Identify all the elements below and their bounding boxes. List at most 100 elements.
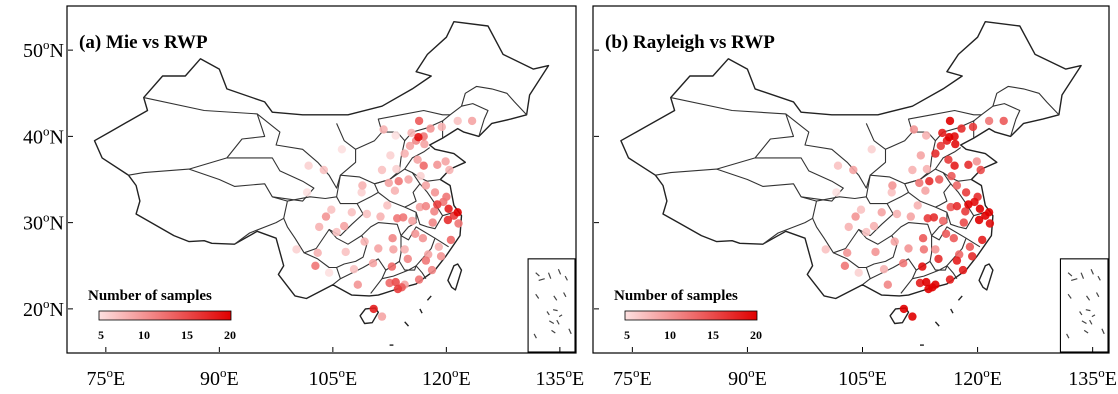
station-marker xyxy=(964,160,973,169)
station-marker xyxy=(358,181,367,190)
station-marker xyxy=(391,277,400,287)
station-marker xyxy=(292,245,301,254)
station-marker xyxy=(849,165,858,175)
y-tick-label: 20oN xyxy=(23,296,64,321)
inset-island-mark xyxy=(553,295,558,301)
station-marker xyxy=(961,207,970,216)
station-marker xyxy=(403,254,412,264)
x-tick-label: 135oE xyxy=(1068,365,1117,390)
province-border xyxy=(655,97,795,176)
station-marker xyxy=(877,208,886,217)
station-marker xyxy=(931,245,940,254)
station-marker xyxy=(871,247,880,257)
inset-island-mark xyxy=(1095,292,1100,298)
colorbar: Number of samples 5 10 15 20 xyxy=(88,288,236,342)
y-tick-label: 50oN xyxy=(23,37,64,62)
station-marker xyxy=(924,284,933,294)
province-border xyxy=(411,172,441,182)
station-marker xyxy=(906,212,915,221)
station-marker xyxy=(341,247,350,257)
colorbar-tick: 5 xyxy=(98,328,104,342)
station-marker xyxy=(965,242,975,251)
station-marker xyxy=(908,312,917,321)
station-marker xyxy=(985,219,995,228)
hainan-island xyxy=(359,307,379,325)
station-marker xyxy=(964,200,973,209)
south-china-sea-inset xyxy=(1059,258,1109,353)
inset-island-mark xyxy=(551,329,556,334)
station-marker xyxy=(360,237,369,246)
station-marker xyxy=(436,252,446,261)
station-marker xyxy=(945,133,954,142)
inset-island-mark xyxy=(1071,278,1078,281)
station-marker xyxy=(913,201,922,210)
station-markers xyxy=(821,116,1008,321)
station-marker xyxy=(379,125,388,134)
station-marker xyxy=(414,133,423,142)
station-marker xyxy=(453,208,462,217)
inset-island-mark xyxy=(556,319,560,325)
station-marker xyxy=(321,212,331,221)
station-marker xyxy=(879,265,889,274)
station-marker xyxy=(883,280,892,289)
province-border xyxy=(785,113,887,189)
island-mark xyxy=(404,321,410,327)
station-marker xyxy=(976,165,985,175)
station-marker xyxy=(947,171,956,181)
station-marker xyxy=(368,259,378,268)
station-marker xyxy=(324,268,334,277)
inset-island-mark xyxy=(1066,333,1070,339)
station-marker xyxy=(961,188,971,197)
panel-a: (a) Mie vs RWP Number of samples 5 10 15… xyxy=(66,5,577,354)
station-marker xyxy=(349,265,359,274)
x-tick-label: 75oE xyxy=(613,365,652,390)
station-marker xyxy=(918,262,927,271)
island-mark xyxy=(426,295,432,301)
station-markers xyxy=(292,116,477,321)
station-marker xyxy=(968,252,977,261)
station-marker xyxy=(427,265,437,275)
station-marker xyxy=(337,145,347,154)
inset-island-mark xyxy=(557,268,562,275)
inset-frame xyxy=(1059,258,1109,353)
colorbar-tick: 20 xyxy=(750,328,762,342)
province-border xyxy=(460,85,528,116)
inset-island-mark xyxy=(1101,328,1105,335)
station-marker xyxy=(445,165,454,175)
x-tick-label: 105oE xyxy=(838,365,887,390)
station-marker xyxy=(950,161,959,170)
station-marker xyxy=(984,116,994,126)
station-marker xyxy=(952,181,962,190)
map-china xyxy=(93,21,550,346)
province-border xyxy=(303,252,341,286)
inset-island-mark xyxy=(546,311,550,316)
station-marker xyxy=(327,205,336,214)
y-tick-label: 30oN xyxy=(23,210,64,235)
station-marker xyxy=(918,234,928,243)
island-mark xyxy=(934,321,940,327)
map-frame xyxy=(592,5,1110,354)
panel-title: (a) Mie vs RWP xyxy=(79,32,208,53)
province-border xyxy=(869,258,917,294)
station-marker xyxy=(400,245,409,254)
inset-island-mark xyxy=(535,293,540,299)
station-marker xyxy=(821,245,830,254)
station-marker xyxy=(393,214,402,223)
station-marker xyxy=(944,155,953,164)
station-marker xyxy=(453,116,462,126)
province-border xyxy=(716,157,844,202)
station-marker xyxy=(304,161,313,170)
station-marker xyxy=(869,221,879,231)
station-marker xyxy=(941,229,951,238)
colorbar-title: Number of samples xyxy=(614,288,738,304)
colorbar-title: Number of samples xyxy=(88,288,212,304)
station-marker xyxy=(430,188,440,197)
panel-title: (b) Rayleigh vs RWP xyxy=(605,32,775,53)
inset-island-mark xyxy=(1067,293,1072,299)
station-marker xyxy=(433,160,442,169)
province-border xyxy=(762,196,818,245)
province-border xyxy=(128,97,266,176)
province-border xyxy=(355,131,406,185)
station-marker xyxy=(862,227,871,237)
station-marker xyxy=(929,213,939,222)
